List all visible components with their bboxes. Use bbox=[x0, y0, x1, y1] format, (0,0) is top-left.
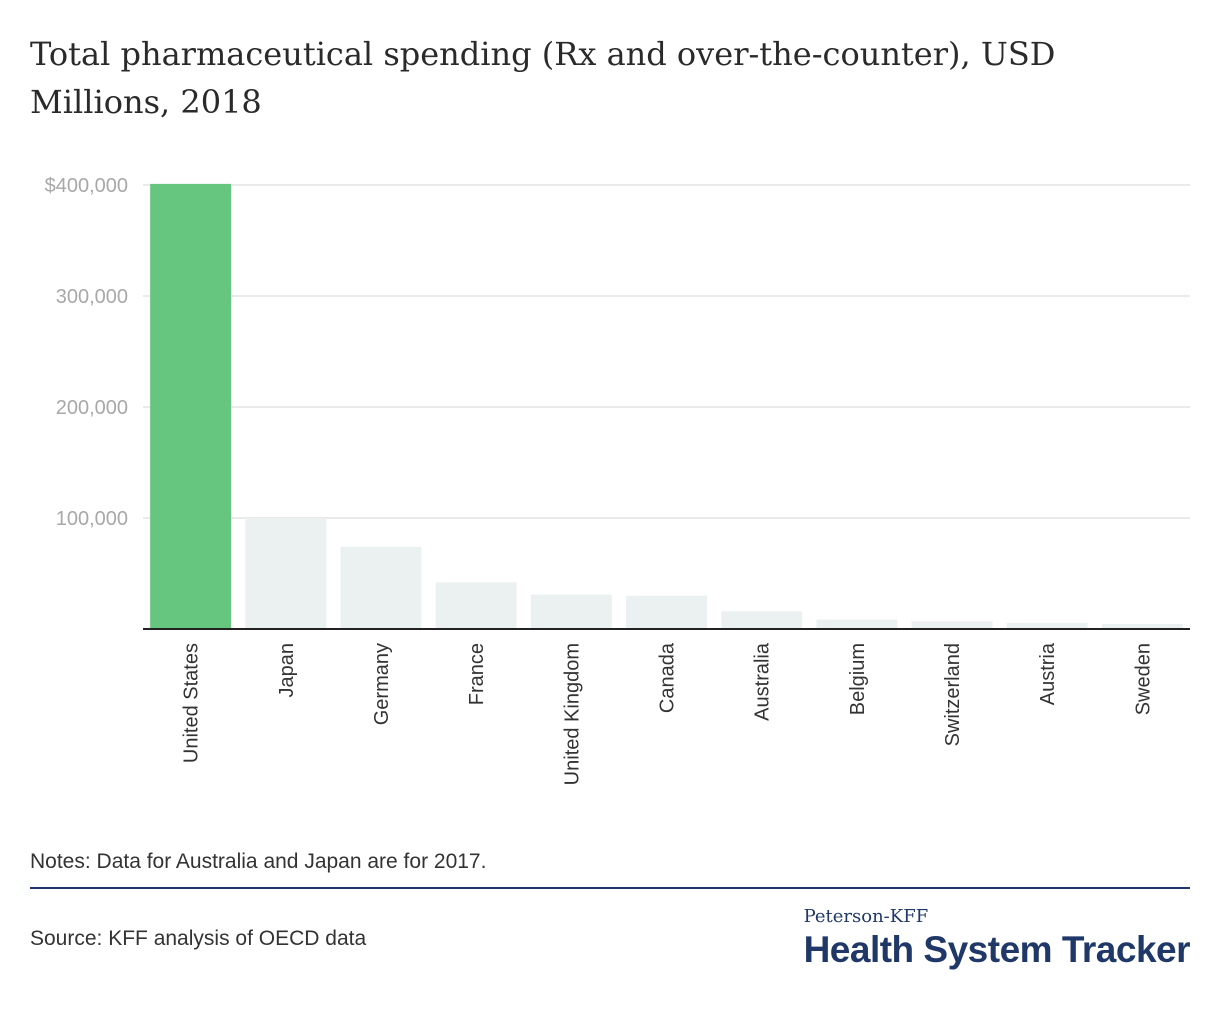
x-category-label: Canada bbox=[657, 642, 679, 713]
bar-chart: 100,000 200,000 300,000 $400,000 United Sta… bbox=[45, 175, 1190, 785]
bars bbox=[150, 183, 1183, 629]
bar bbox=[245, 518, 327, 629]
bar bbox=[626, 595, 707, 629]
y-tick-label: 100,000 bbox=[56, 508, 128, 530]
x-category-label: United Kingdom bbox=[561, 643, 583, 785]
brand-logo: Peterson-KFF Health System Tracker bbox=[803, 906, 1191, 972]
x-category-label: Belgium bbox=[847, 643, 869, 715]
bar bbox=[1101, 624, 1183, 629]
chart-source: Source: KFF analysis of OECD data bbox=[30, 927, 367, 950]
y-tick-label: $400,000 bbox=[45, 175, 128, 197]
bar bbox=[721, 611, 803, 629]
x-category-label: France bbox=[466, 643, 488, 705]
logo-main-text: Health System Tracker bbox=[803, 929, 1191, 970]
bar bbox=[816, 619, 898, 629]
x-category-label: Switzerland bbox=[942, 643, 964, 746]
bar bbox=[340, 546, 422, 629]
x-category-label: Japan bbox=[276, 643, 298, 698]
gridlines bbox=[143, 184, 1190, 519]
logo-top-text: Peterson-KFF bbox=[803, 906, 929, 927]
bar bbox=[1006, 622, 1088, 629]
x-category-label: Germany bbox=[371, 643, 393, 725]
chart-notes: Notes: Data for Australia and Japan are … bbox=[30, 850, 487, 873]
x-axis-labels: United States Japan Germany France United Ki… bbox=[181, 642, 1155, 785]
x-category-label: Australia bbox=[752, 642, 774, 721]
chart-title: Total pharmaceutical spending (Rx and ov… bbox=[30, 35, 1056, 121]
y-tick-label: 300,000 bbox=[56, 286, 128, 308]
bar bbox=[435, 582, 517, 629]
footer-divider bbox=[30, 887, 1190, 889]
x-category-label: Austria bbox=[1037, 642, 1059, 705]
y-axis-ticks: 100,000 200,000 300,000 $400,000 bbox=[45, 175, 128, 530]
bar bbox=[530, 594, 612, 629]
bar bbox=[911, 621, 993, 629]
x-category-label: Sweden bbox=[1132, 643, 1154, 715]
y-tick-label: 200,000 bbox=[56, 397, 128, 419]
bar bbox=[150, 183, 232, 629]
x-category-label: United States bbox=[181, 643, 203, 763]
